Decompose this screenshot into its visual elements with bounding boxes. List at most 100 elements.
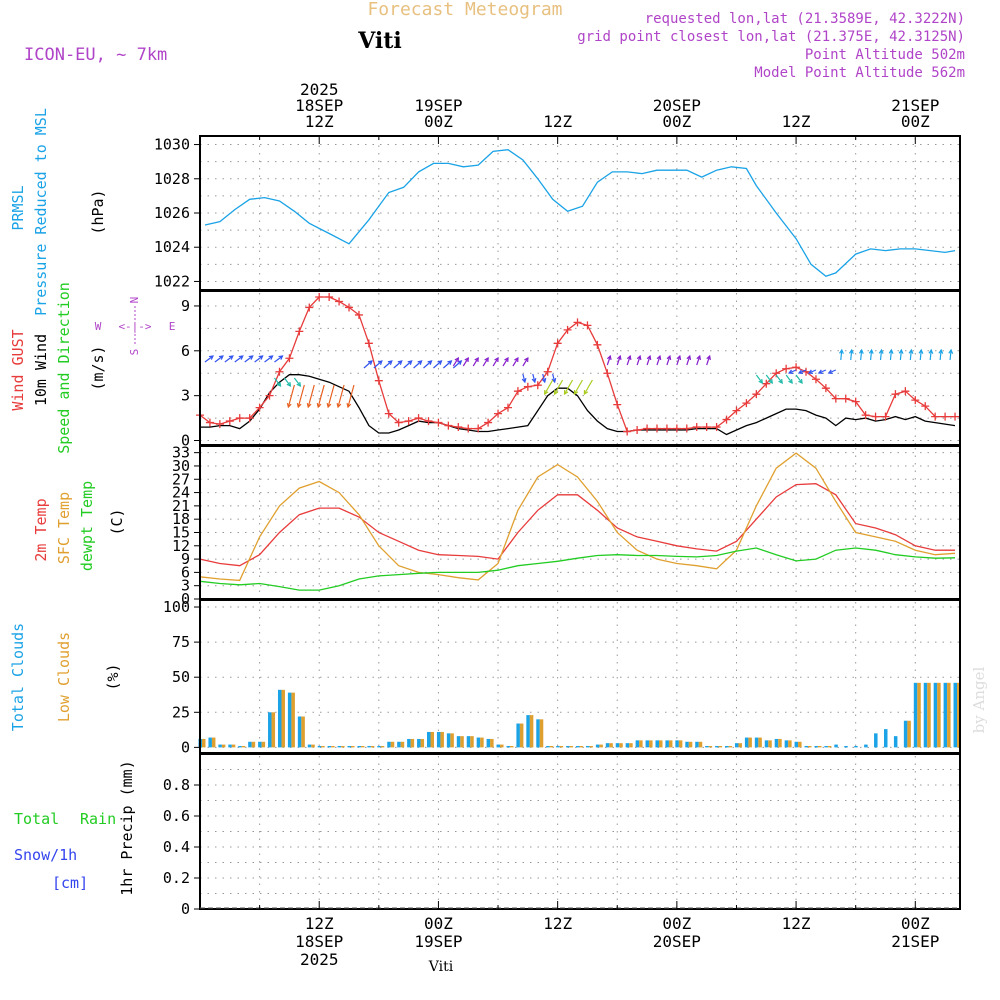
y-tick-label-temp: 3 <box>181 577 190 595</box>
wind-gust-point <box>762 379 771 388</box>
low-clouds-bar <box>599 744 603 748</box>
wind-direction-arrowhead <box>666 354 672 361</box>
total-clouds-bar <box>347 745 352 748</box>
wind-direction-arrow <box>646 355 651 366</box>
wind-direction-arrowhead <box>606 354 612 361</box>
wind-direction-arrow <box>554 379 564 395</box>
y-tick-label-precip: 0.8 <box>163 776 190 794</box>
total-clouds-bar <box>287 692 292 748</box>
low-clouds-bar <box>321 745 325 748</box>
wind-direction-arrowhead <box>417 360 423 365</box>
low-clouds-bar <box>500 744 504 748</box>
time-label-bottom: 21SEP <box>891 932 939 951</box>
wind-direction-arrow <box>317 384 325 408</box>
wind-gust-point <box>225 417 234 426</box>
low-clouds-bar <box>420 738 425 748</box>
total-clouds-bar <box>923 682 928 748</box>
low-clouds-bar <box>688 741 693 748</box>
low-clouds-bar <box>311 744 315 748</box>
total-clouds-bar <box>665 740 669 748</box>
chart-title: Forecast Meteogram <box>367 0 562 20</box>
low-clouds-bar <box>698 741 703 748</box>
total-clouds-bar <box>397 741 401 748</box>
wind-direction-arrowhead <box>908 348 914 354</box>
wind-label-unit: (m/s) <box>89 345 107 390</box>
wind-direction-arrow <box>795 374 803 384</box>
wind-gust-point <box>245 414 254 423</box>
wind-direction-arrow <box>850 349 853 361</box>
grid-layer <box>200 138 960 908</box>
wind-direction-arrowhead <box>778 378 783 385</box>
total-clouds-bar <box>248 741 252 748</box>
wind-gust-point <box>503 403 512 412</box>
wind-gust-point <box>404 417 413 426</box>
wind-direction-arrowhead <box>286 381 292 388</box>
wind-gust-point <box>573 318 582 327</box>
wind-gust-point <box>335 297 344 306</box>
wind-direction-arrowhead <box>918 348 924 354</box>
panel-frame-precip <box>199 753 961 910</box>
y-tick-label-clouds: 0 <box>181 738 190 756</box>
total-clouds-bar <box>605 743 610 748</box>
wind-direction-arrow <box>949 349 952 361</box>
total-clouds-bar <box>297 716 302 748</box>
wind-direction-arrow <box>785 374 793 384</box>
wind-gust-point <box>384 409 393 418</box>
wind-gust-point <box>494 409 503 418</box>
compass-e: E <box>169 320 176 333</box>
low-clouds-bar <box>768 740 772 748</box>
total-clouds-bar <box>645 740 650 748</box>
low-clouds-bar <box>549 745 554 748</box>
wind-gust-point <box>742 399 751 408</box>
wind-direction-arrowhead <box>656 354 662 361</box>
total-clouds-bar <box>734 743 739 748</box>
wind-direction-arrow <box>522 373 526 383</box>
low-clouds-bar <box>241 745 246 748</box>
wind-direction-arrow <box>433 360 442 369</box>
wind-direction-arrowhead <box>326 402 332 409</box>
total-clouds-bar <box>426 731 431 748</box>
time-label-bottom: 20SEP <box>653 932 701 951</box>
wind-direction-arrow <box>293 377 301 387</box>
low-clouds-bar <box>221 744 226 748</box>
wind-gust-point <box>444 421 453 430</box>
wind-direction-arrowhead <box>636 354 642 361</box>
wind-gust-point <box>414 414 423 423</box>
wind-direction-arrow <box>808 369 817 374</box>
wind-direction-arrow <box>254 355 264 363</box>
wind-gust-point <box>305 303 314 312</box>
total-clouds-bar <box>377 745 381 748</box>
low-clouds-bar <box>808 745 812 748</box>
wind-direction-arrowhead <box>208 355 214 360</box>
wind-direction-arrow <box>869 349 873 361</box>
wind-gust-point <box>951 412 960 421</box>
total-clouds-bar <box>864 744 868 748</box>
y-tick-label-wind: 3 <box>181 387 190 405</box>
wind-direction-arrowhead <box>276 381 282 388</box>
wind-direction-arrowhead <box>798 378 803 385</box>
total-clouds-bar <box>774 738 779 748</box>
wind-direction-arrow <box>909 349 912 361</box>
total-clouds-bar <box>834 744 838 748</box>
wind-direction-arrowhead <box>541 377 547 384</box>
wind-gust-point <box>464 424 473 433</box>
low-clouds-bar <box>718 745 723 748</box>
wind-direction-arrow <box>765 374 773 384</box>
y-tick-label-wind: 6 <box>181 342 190 360</box>
y-tick-label-temp: 6 <box>181 563 190 581</box>
compass-w: W <box>95 320 102 333</box>
wind-direction-arrowhead <box>248 355 254 360</box>
total-clouds-bar <box>625 743 630 748</box>
wind-direction-arrow <box>919 349 922 361</box>
low-clouds-bar <box>529 715 534 748</box>
wind-direction-arrowhead <box>514 356 519 363</box>
low-clouds-bar <box>480 737 484 748</box>
wind-direction-arrowhead <box>524 356 529 363</box>
wind-gust-point <box>285 354 294 363</box>
total-clouds-bar <box>585 745 590 748</box>
y-tick-label-clouds: 25 <box>172 703 190 721</box>
total-clouds-bar <box>277 689 282 748</box>
total-clouds-bar <box>476 737 481 748</box>
total-clouds-bar <box>874 733 878 748</box>
wind-gust-point <box>603 369 612 378</box>
